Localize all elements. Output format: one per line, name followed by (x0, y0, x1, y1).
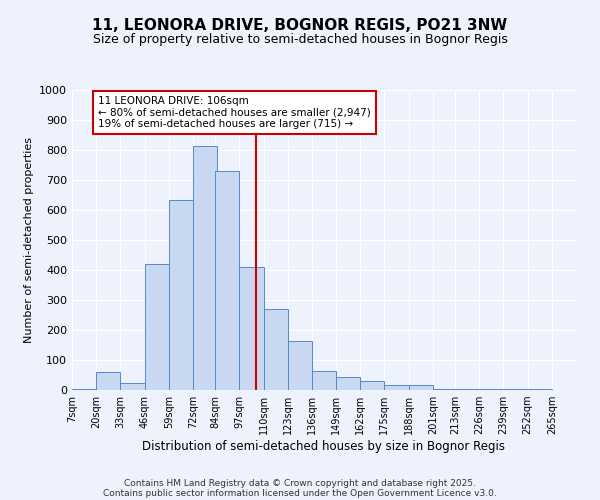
Bar (169, 200, 193, 390)
Bar (239, 267, 263, 390)
Bar (312, 370, 336, 390)
Bar (385, 384, 409, 390)
Bar (215, 171, 239, 390)
Text: Contains public sector information licensed under the Open Government Licence v3: Contains public sector information licen… (103, 488, 497, 498)
Bar (288, 340, 312, 390)
Bar (455, 388, 479, 390)
Y-axis label: Number of semi-detached properties: Number of semi-detached properties (23, 137, 34, 343)
Text: Size of property relative to semi-detached houses in Bognor Regis: Size of property relative to semi-detach… (92, 32, 508, 46)
Bar (263, 309, 288, 390)
Bar (193, 146, 217, 390)
Bar (121, 382, 145, 390)
Bar (145, 264, 169, 390)
Bar (409, 384, 433, 390)
Bar (72, 388, 96, 390)
X-axis label: Distribution of semi-detached houses by size in Bognor Regis: Distribution of semi-detached houses by … (143, 440, 505, 453)
Bar (336, 378, 360, 390)
Text: 11 LEONORA DRIVE: 106sqm
← 80% of semi-detached houses are smaller (2,947)
19% o: 11 LEONORA DRIVE: 106sqm ← 80% of semi-d… (98, 96, 371, 129)
Text: 11, LEONORA DRIVE, BOGNOR REGIS, PO21 3NW: 11, LEONORA DRIVE, BOGNOR REGIS, PO21 3N… (92, 18, 508, 32)
Bar (96, 372, 121, 390)
Text: Contains HM Land Registry data © Crown copyright and database right 2025.: Contains HM Land Registry data © Crown c… (124, 478, 476, 488)
Bar (360, 381, 385, 390)
Bar (433, 388, 457, 390)
